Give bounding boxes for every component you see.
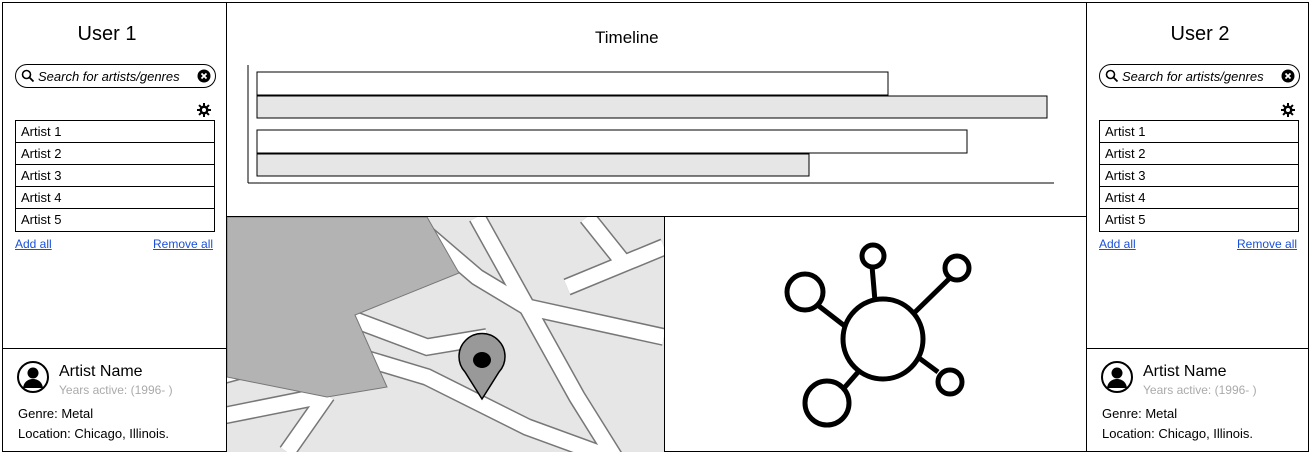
list-item[interactable]: Artist 4 [16, 187, 214, 209]
list-item[interactable]: Artist 2 [1100, 143, 1298, 165]
gear-icon[interactable] [1281, 103, 1295, 117]
user2-panel: User 2 Search for artists/genres Artist … [1087, 3, 1309, 348]
list-item[interactable]: Artist 3 [1100, 165, 1298, 187]
user2-add-all-link[interactable]: Add all [1099, 237, 1136, 251]
user2-artist-list: Artist 1 Artist 2 Artist 3 Artist 4 Arti… [1099, 120, 1299, 232]
user1-artist-name: Artist Name [59, 363, 143, 380]
user1-artist-list: Artist 1 Artist 2 Artist 3 Artist 4 Arti… [15, 120, 215, 232]
user1-panel: User 1 Search for artists/genres Artist … [3, 3, 226, 348]
list-item[interactable]: Artist 1 [1100, 121, 1298, 143]
user2-location: Location: Chicago, Illinois. [1102, 426, 1254, 441]
list-item[interactable]: Artist 5 [1105, 212, 1146, 227]
user2-genre: Genre: Metal [1102, 406, 1178, 421]
user2-artist-name: Artist Name [1143, 363, 1227, 380]
divider-right [1086, 2, 1087, 452]
list-item[interactable]: Artist 4 [1100, 187, 1298, 209]
user1-years-active: Years active: (1996- ) [59, 383, 173, 397]
network-panel [665, 217, 1086, 452]
user1-genre: Genre: Metal [18, 406, 94, 421]
search-icon [1105, 69, 1119, 83]
user1-profile: Artist Name Years active: (1996- ) Genre… [3, 349, 226, 452]
timeline-bar [256, 71, 889, 96]
network-graph-icon [784, 242, 972, 428]
clear-icon[interactable] [197, 69, 211, 83]
divider-user1-profile [2, 348, 226, 349]
map-view[interactable] [227, 217, 664, 452]
list-item[interactable]: Artist 5 [21, 212, 62, 227]
user2-years-active: Years active: (1996- ) [1143, 383, 1257, 397]
divider-timeline [226, 216, 1086, 217]
map-pin-icon[interactable] [458, 332, 506, 401]
timeline-chart [247, 65, 1054, 184]
timeline-title: Timeline [595, 28, 659, 47]
user2-profile: Artist Name Years active: (1996- ) Genre… [1087, 349, 1309, 452]
search-icon [21, 69, 35, 83]
divider-user2-profile [1086, 348, 1309, 349]
divider-map-graph [664, 216, 665, 452]
clear-icon[interactable] [1281, 69, 1295, 83]
user1-add-all-link[interactable]: Add all [15, 237, 52, 251]
map-panel[interactable] [227, 217, 664, 452]
user2-title: User 2 [1170, 23, 1230, 45]
user1-search-placeholder: Search for artists/genres [38, 69, 180, 84]
user1-remove-all-link[interactable]: Remove all [153, 237, 214, 251]
user-avatar-icon [17, 361, 49, 393]
timeline-bar [256, 129, 968, 154]
user2-remove-all-link[interactable]: Remove all [1237, 237, 1298, 251]
user2-search-placeholder: Search for artists/genres [1122, 69, 1264, 84]
timeline-bar [256, 95, 1048, 119]
user2-search-input[interactable]: Search for artists/genres [1099, 64, 1300, 88]
list-item[interactable]: Artist 1 [16, 121, 214, 143]
list-item[interactable]: Artist 2 [16, 143, 214, 165]
user1-search-input[interactable]: Search for artists/genres [15, 64, 216, 88]
list-item[interactable]: Artist 3 [16, 165, 214, 187]
timeline-panel: Timeline [227, 3, 1086, 216]
user1-location: Location: Chicago, Illinois. [18, 426, 170, 441]
user1-title: User 1 [77, 23, 137, 45]
gear-icon[interactable] [197, 103, 211, 117]
timeline-bar [256, 153, 810, 177]
user-avatar-icon [1101, 361, 1133, 393]
